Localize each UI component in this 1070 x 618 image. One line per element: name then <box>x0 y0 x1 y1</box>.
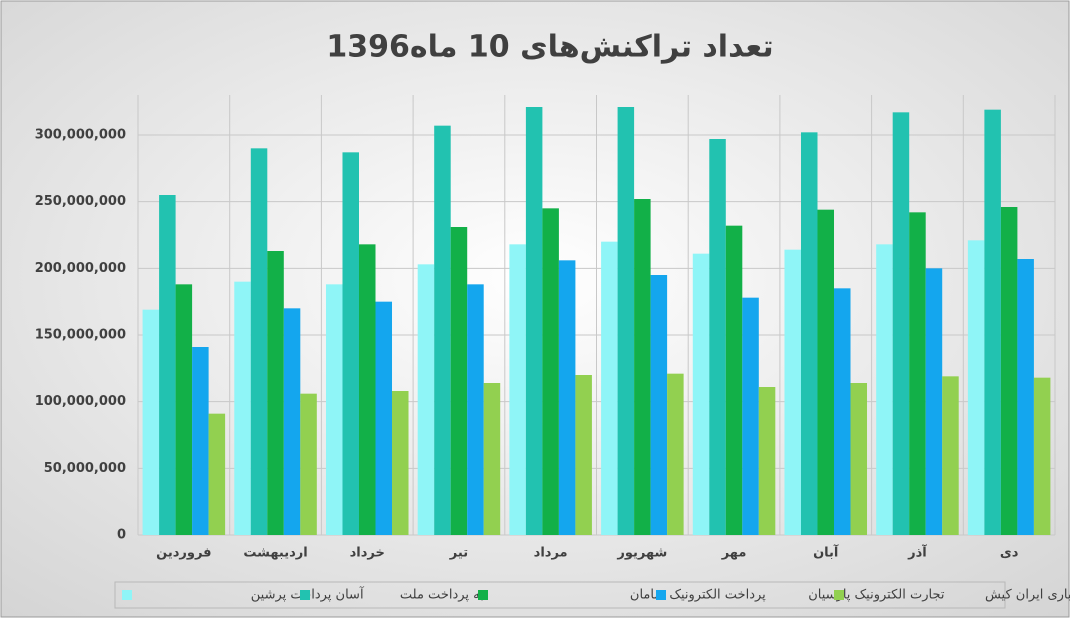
chart-title: تعداد تراکنش‌های 10 ماه1396 <box>326 30 773 65</box>
y-tick-label: 100,000,000 <box>35 394 126 409</box>
bar <box>450 227 468 535</box>
legend-label: پرداخت الکترونیک سامان <box>630 588 766 603</box>
bar <box>667 373 684 535</box>
x-tick-label: آذر <box>907 544 927 561</box>
legend-swatch <box>478 590 488 600</box>
y-tick-label: 250,000,000 <box>35 194 126 209</box>
bar <box>358 244 376 536</box>
bar <box>984 109 1001 536</box>
y-tick-label: 200,000,000 <box>35 261 126 276</box>
bar <box>742 297 759 535</box>
bar <box>417 264 435 535</box>
bar <box>525 107 543 535</box>
x-tick-label: مهر <box>721 546 747 561</box>
legend-box <box>114 581 1006 609</box>
bar <box>942 376 959 535</box>
legend-swatch <box>656 590 666 600</box>
bar <box>925 268 943 535</box>
bar <box>709 139 726 535</box>
legend-label: کارت اعتباری ایران کیش <box>985 588 1070 603</box>
bar <box>1017 259 1034 535</box>
legend-label: تجارت الکترونیک پارسیان <box>808 588 945 603</box>
bar <box>375 301 393 535</box>
bar <box>892 112 910 535</box>
x-tick-label: اردیبهشت <box>243 546 307 561</box>
bar <box>725 225 743 535</box>
bar <box>692 253 710 535</box>
bar <box>617 107 635 535</box>
bar <box>634 199 651 535</box>
bar <box>601 241 618 535</box>
x-tick-label: فروردین <box>156 546 211 561</box>
y-tick-label: 300,000,000 <box>35 128 126 143</box>
bar <box>509 244 526 536</box>
bar <box>909 212 926 536</box>
bar <box>650 275 668 535</box>
bar <box>142 309 160 535</box>
bar <box>325 284 343 535</box>
bar <box>467 284 484 535</box>
bar <box>1033 377 1051 535</box>
bar <box>758 387 776 535</box>
x-tick-label: شهریور <box>616 546 667 561</box>
bar <box>300 393 317 535</box>
y-tick-label: 50,000,000 <box>44 461 126 476</box>
bar <box>967 240 985 536</box>
bar <box>1000 207 1018 535</box>
y-tick-label: 150,000,000 <box>35 328 126 343</box>
bar <box>834 288 851 535</box>
bar <box>434 125 451 536</box>
x-tick-label: تیر <box>449 546 468 561</box>
bar <box>192 347 209 535</box>
x-tick-label: آبان <box>813 544 839 561</box>
bar <box>817 209 835 535</box>
bar <box>175 284 193 535</box>
bar <box>575 375 592 535</box>
legend-label: به پرداخت ملت <box>400 588 484 603</box>
legend-swatch <box>834 590 844 600</box>
bar <box>800 132 818 536</box>
bar <box>267 251 284 535</box>
x-tick-label: خرداد <box>350 546 385 561</box>
bar <box>558 260 576 535</box>
bar <box>784 249 801 535</box>
bar <box>283 308 301 535</box>
x-tick-label: دی <box>1000 546 1019 561</box>
bar <box>342 152 359 536</box>
bar <box>542 208 559 536</box>
legend-swatch <box>300 590 310 600</box>
bar <box>159 195 176 535</box>
y-tick-label: 0 <box>117 528 126 543</box>
bar <box>234 281 251 535</box>
legend-swatch <box>122 590 132 600</box>
bar <box>850 383 868 535</box>
bar <box>250 148 268 536</box>
bar <box>483 383 501 535</box>
x-tick-label: مرداد <box>534 546 568 561</box>
bar <box>392 391 409 535</box>
bar <box>876 244 893 536</box>
bar <box>208 413 226 535</box>
